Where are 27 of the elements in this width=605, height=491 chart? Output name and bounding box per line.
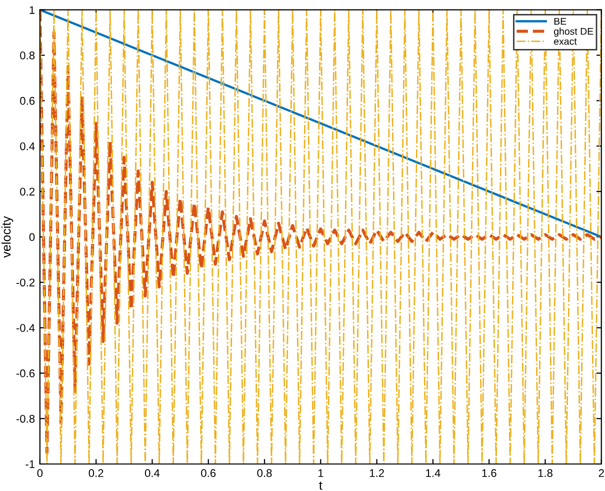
legend-label: BE	[554, 18, 566, 25]
x-tick-label: 2	[598, 469, 604, 477]
y-tick-label: 1	[30, 6, 35, 14]
x-tick-label: 1.2	[370, 469, 384, 477]
x-tick-label: 1	[318, 469, 324, 477]
x-tick-label: 0	[37, 469, 43, 478]
y-tick-label: -1	[26, 460, 35, 468]
y-tick-label: 0.4	[20, 142, 35, 150]
y-tick-label: 0	[29, 233, 35, 242]
x-tick-label: 0.8	[257, 469, 272, 478]
x-tick-label: 0.6	[201, 469, 216, 478]
x-tick-label: 1.4	[426, 469, 440, 477]
legend-label: exact	[554, 38, 577, 45]
y-tick-label: -0.8	[16, 414, 35, 423]
x-tick-label: 1.8	[538, 469, 552, 478]
y-axis-title: velocity	[1, 216, 14, 258]
x-axis-title: t	[319, 482, 322, 490]
y-tick-label: -0.4	[16, 324, 35, 332]
y-tick-label: 0.8	[20, 52, 35, 60]
x-tick-label: 1.6	[482, 469, 496, 478]
y-tick-label: 0.6	[20, 96, 35, 105]
legend-label: ghost DE	[554, 28, 594, 37]
x-tick-label: 0.4	[144, 469, 160, 478]
y-tick-label: 0.2	[20, 188, 35, 196]
x-tick-label: 0.2	[88, 469, 104, 478]
y-tick-label: -0.2	[16, 278, 35, 286]
y-tick-label: -0.6	[16, 369, 35, 378]
